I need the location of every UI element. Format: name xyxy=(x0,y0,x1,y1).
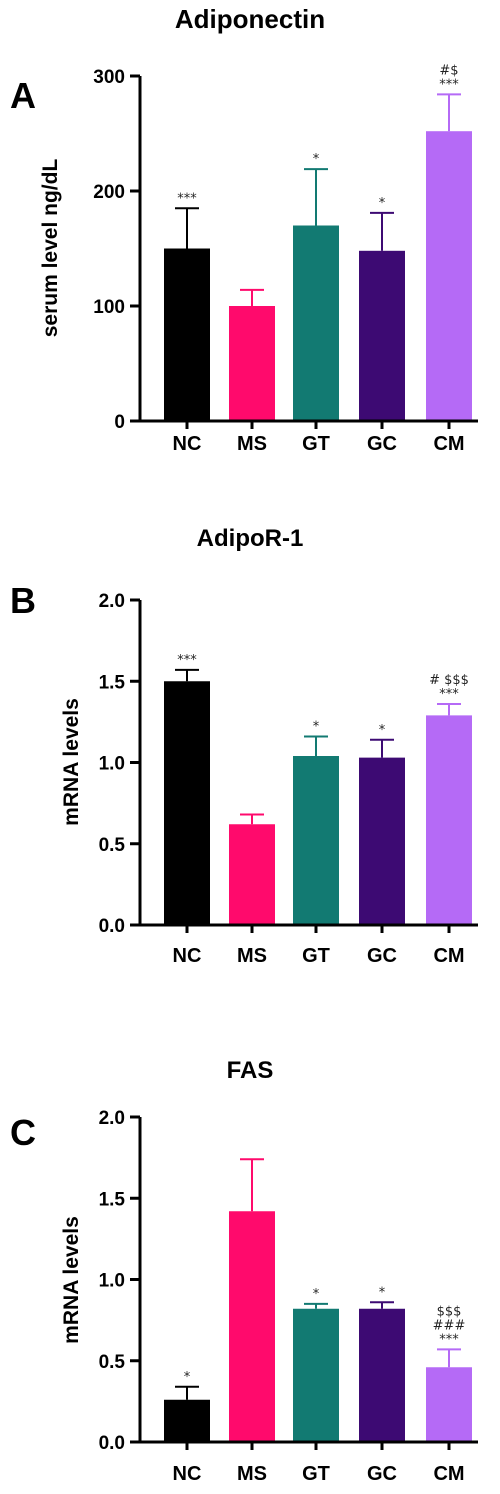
bar-ms xyxy=(229,306,275,421)
significance-label: * xyxy=(184,1370,191,1385)
bar-nc xyxy=(164,1399,210,1442)
significance-label: # $$$ xyxy=(429,673,469,688)
y-tick-label: 1.0 xyxy=(99,1271,125,1292)
bar-gc xyxy=(359,250,405,421)
significance-label: $$$ xyxy=(437,1304,462,1319)
x-tick-label-gt: GT xyxy=(302,433,330,455)
significance-label: * xyxy=(379,1285,386,1300)
x-tick-label-nc: NC xyxy=(173,945,202,967)
significance-label: *** xyxy=(177,191,197,206)
significance-label: * xyxy=(379,196,386,211)
significance-label: * xyxy=(313,152,320,167)
x-tick-label-gc: GC xyxy=(367,1463,397,1485)
panel-label: A xyxy=(10,75,36,116)
bar-cm xyxy=(426,131,472,421)
y-axis-label: serum level ng/dL xyxy=(39,159,62,338)
chart-title: AdipoR-1 xyxy=(197,525,304,552)
panel-label: B xyxy=(10,580,36,621)
chart-title: FAS xyxy=(227,1057,274,1084)
y-tick-label: 1.0 xyxy=(99,754,125,775)
y-tick-label: 2.0 xyxy=(99,1108,125,1129)
x-tick-label-gt: GT xyxy=(302,945,330,967)
y-tick-label: 0.0 xyxy=(99,1433,125,1454)
y-tick-label: 1.5 xyxy=(99,672,126,693)
x-tick-label-gc: GC xyxy=(367,433,397,455)
significance-label: *** xyxy=(439,77,459,92)
significance-label: *** xyxy=(439,687,459,702)
panel-label: C xyxy=(10,1112,36,1153)
y-tick-label: 200 xyxy=(93,182,125,203)
chart-title: Adiponectin xyxy=(175,4,325,34)
bar-gt xyxy=(293,225,339,421)
significance-label: ### xyxy=(433,1318,466,1333)
x-tick-label-gc: GC xyxy=(367,945,397,967)
significance-label: *** xyxy=(439,1332,459,1347)
y-tick-label: 0.0 xyxy=(99,916,125,937)
y-axis-label: mRNA levels xyxy=(60,1216,83,1344)
bar-cm xyxy=(426,715,472,925)
y-tick-label: 1.5 xyxy=(99,1189,126,1210)
x-tick-label-gt: GT xyxy=(302,1463,330,1485)
significance-label: * xyxy=(313,720,320,735)
x-tick-label-cm: CM xyxy=(433,1463,464,1485)
bar-gc xyxy=(359,1308,405,1442)
bar-nc xyxy=(164,248,210,421)
x-tick-label-ms: MS xyxy=(237,433,267,455)
bar-ms xyxy=(229,824,275,925)
y-tick-label: 0.5 xyxy=(99,835,126,856)
bar-nc xyxy=(164,681,210,925)
bar-gt xyxy=(293,1308,339,1442)
x-tick-label-nc: NC xyxy=(173,433,202,455)
y-tick-label: 100 xyxy=(93,297,125,318)
bar-gt xyxy=(293,756,339,925)
significance-label: *** xyxy=(177,653,197,668)
y-axis-label: mRNA levels xyxy=(60,698,83,826)
x-tick-label-nc: NC xyxy=(173,1463,202,1485)
bar-ms xyxy=(229,1211,275,1442)
y-tick-label: 2.0 xyxy=(99,591,125,612)
bar-gc xyxy=(359,757,405,925)
x-tick-label-ms: MS xyxy=(237,945,267,967)
x-tick-label-cm: CM xyxy=(433,945,464,967)
bar-cm xyxy=(426,1367,472,1442)
y-tick-label: 0 xyxy=(114,412,125,433)
y-tick-label: 0.5 xyxy=(99,1352,126,1373)
x-tick-label-cm: CM xyxy=(433,433,464,455)
significance-label: * xyxy=(379,723,386,738)
x-tick-label-ms: MS xyxy=(237,1463,267,1485)
significance-label: * xyxy=(313,1287,320,1302)
y-tick-label: 300 xyxy=(93,67,125,88)
significance-label: #$ xyxy=(439,63,458,78)
